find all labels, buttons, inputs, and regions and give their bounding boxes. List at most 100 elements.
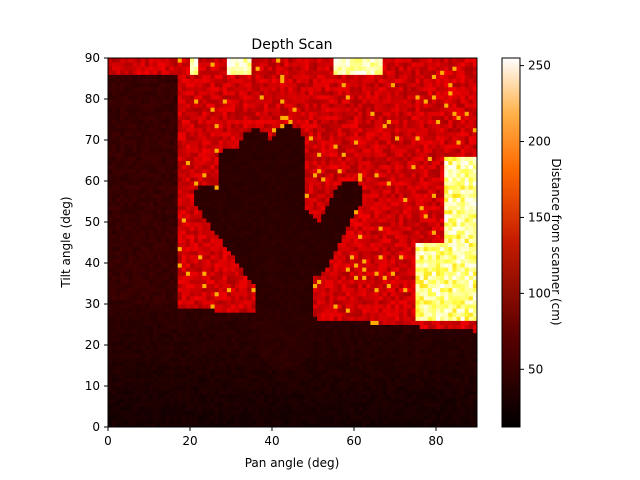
heatmap-cell — [235, 230, 240, 235]
heatmap-cell — [272, 94, 277, 100]
heatmap-cell — [280, 172, 285, 178]
heatmap-cell — [108, 308, 113, 313]
heatmap-cell — [304, 66, 310, 71]
heatmap-cell — [296, 320, 302, 325]
heatmap-cell — [128, 414, 134, 420]
heatmap-cell — [149, 66, 154, 71]
heatmap-cell — [288, 250, 293, 256]
heatmap-cell — [132, 213, 138, 219]
heatmap-cell — [222, 193, 228, 198]
heatmap-cell — [321, 406, 326, 412]
heatmap-cell — [128, 340, 134, 346]
heatmap-cell — [276, 111, 281, 116]
heatmap-cell — [136, 66, 142, 71]
heatmap-cell — [116, 213, 121, 219]
heatmap-cell — [202, 135, 207, 141]
heatmap-cell — [177, 340, 183, 346]
heatmap-cell — [157, 58, 162, 63]
heatmap-cell — [251, 62, 257, 67]
heatmap-cell — [120, 185, 125, 190]
heatmap-cell — [185, 115, 191, 120]
heatmap-cell — [321, 291, 326, 297]
heatmap-cell — [317, 164, 322, 170]
heatmap-cell — [194, 62, 199, 67]
heatmap-cell — [296, 279, 302, 284]
heatmap-cell — [272, 267, 277, 272]
heatmap-cell — [329, 189, 334, 194]
heatmap-cell — [300, 283, 306, 289]
heatmap-cell — [169, 365, 175, 371]
heatmap-cell — [226, 377, 232, 383]
heatmap-cell — [108, 135, 113, 141]
heatmap-cell — [206, 74, 211, 79]
heatmap-cell — [272, 258, 277, 264]
heatmap-cell — [288, 394, 293, 399]
heatmap-cell — [329, 107, 334, 112]
heatmap-cell — [132, 349, 138, 354]
heatmap-cell — [251, 275, 257, 280]
heatmap-cell — [284, 381, 289, 387]
heatmap-cell — [112, 357, 117, 362]
heatmap-cell — [300, 365, 306, 371]
heatmap-cell — [169, 418, 175, 424]
heatmap-cell — [218, 242, 224, 248]
heatmap-cell — [313, 115, 318, 120]
heatmap-cell — [329, 144, 334, 149]
heatmap-cell — [112, 176, 117, 182]
heatmap-cell — [231, 86, 236, 92]
heatmap-cell — [243, 205, 248, 211]
heatmap-cell — [185, 361, 191, 366]
heatmap-cell — [124, 304, 129, 309]
heatmap-cell — [124, 369, 129, 375]
heatmap-cell — [136, 345, 142, 350]
heatmap-cell — [218, 386, 224, 391]
heatmap-cell — [124, 135, 129, 141]
heatmap-cell — [296, 66, 302, 71]
heatmap-cell — [157, 390, 162, 395]
heatmap-cell — [140, 406, 146, 412]
heatmap-cell — [128, 238, 134, 243]
heatmap-cell — [140, 189, 146, 194]
heatmap-cell — [157, 115, 162, 120]
heatmap-cell — [267, 328, 273, 334]
heatmap-cell — [267, 209, 273, 215]
heatmap-cell — [247, 131, 252, 137]
heatmap-cell — [210, 365, 216, 371]
heatmap-cell — [288, 304, 293, 309]
heatmap-cell — [259, 275, 265, 280]
heatmap-cell — [259, 279, 265, 284]
heatmap-cell — [288, 111, 293, 116]
heatmap-cell — [222, 381, 228, 387]
heatmap-cell — [214, 340, 220, 346]
heatmap-cell — [313, 131, 318, 137]
heatmap-cell — [210, 127, 216, 133]
heatmap-cell — [284, 111, 289, 116]
heatmap-cell — [165, 164, 170, 170]
heatmap-cell — [181, 156, 187, 161]
heatmap-cell — [120, 279, 125, 284]
heatmap-cell — [190, 152, 195, 157]
heatmap-cell — [300, 295, 306, 301]
heatmap-cell — [321, 185, 326, 190]
heatmap-cell — [116, 217, 121, 223]
heatmap-cell — [202, 58, 207, 63]
heatmap-cell — [136, 185, 142, 190]
heatmap-cell — [296, 394, 302, 399]
heatmap-cell — [210, 263, 216, 268]
heatmap-cell — [128, 135, 134, 141]
heatmap-cell — [173, 263, 179, 268]
heatmap-cell — [202, 390, 207, 395]
heatmap-cell — [321, 197, 326, 202]
heatmap-cell — [222, 152, 228, 157]
heatmap-cell — [284, 398, 289, 403]
heatmap-cell — [231, 205, 236, 211]
heatmap-cell — [267, 271, 273, 276]
heatmap-cell — [251, 394, 257, 399]
heatmap-cell — [304, 123, 310, 129]
heatmap-cell — [321, 320, 326, 325]
heatmap-cell — [116, 365, 121, 371]
heatmap-cell — [280, 328, 285, 334]
heatmap-cell — [194, 410, 199, 416]
heatmap-cell — [325, 131, 330, 137]
heatmap-cell — [272, 62, 277, 67]
